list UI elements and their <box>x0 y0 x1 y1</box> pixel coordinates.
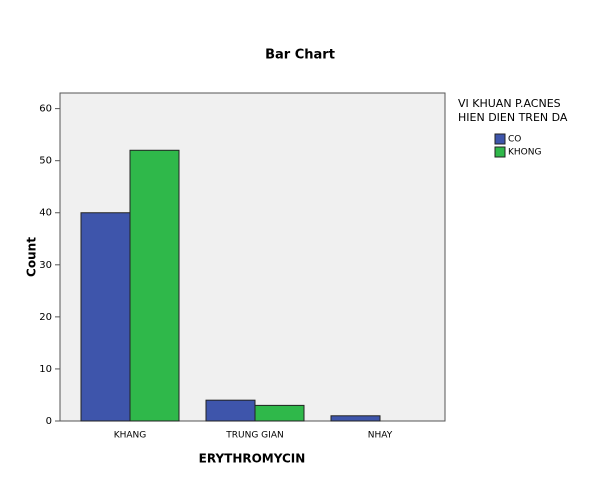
legend-label: CO <box>508 135 521 145</box>
x-axis-title: ERYTHROMYCIN <box>199 452 306 466</box>
legend-swatch <box>494 146 506 158</box>
legend-label: KHONG <box>508 148 541 158</box>
y-tick-label: 40 <box>39 208 52 219</box>
x-tick-label: NHAY <box>368 431 393 441</box>
y-tick-label: 50 <box>39 156 52 167</box>
y-axis-title: Count <box>25 237 39 277</box>
x-tick-label: KHANG <box>114 431 147 441</box>
bar <box>129 149 180 422</box>
bar <box>80 212 131 422</box>
y-tick-label: 20 <box>39 312 52 323</box>
legend-swatch <box>494 133 506 145</box>
y-tick-label: 60 <box>39 104 52 115</box>
bar <box>254 404 305 422</box>
y-tick-label: 0 <box>46 416 52 427</box>
y-tick-label: 30 <box>39 260 52 271</box>
legend-title: VI KHUAN P.ACNES <box>458 97 561 110</box>
legend-title: HIEN DIEN TREN DA <box>458 111 568 124</box>
y-tick-label: 10 <box>39 364 52 375</box>
bar <box>330 415 381 422</box>
x-tick-label: TRUNG GIAN <box>225 431 283 441</box>
chart-title: Bar Chart <box>265 48 335 63</box>
bar <box>205 399 256 422</box>
